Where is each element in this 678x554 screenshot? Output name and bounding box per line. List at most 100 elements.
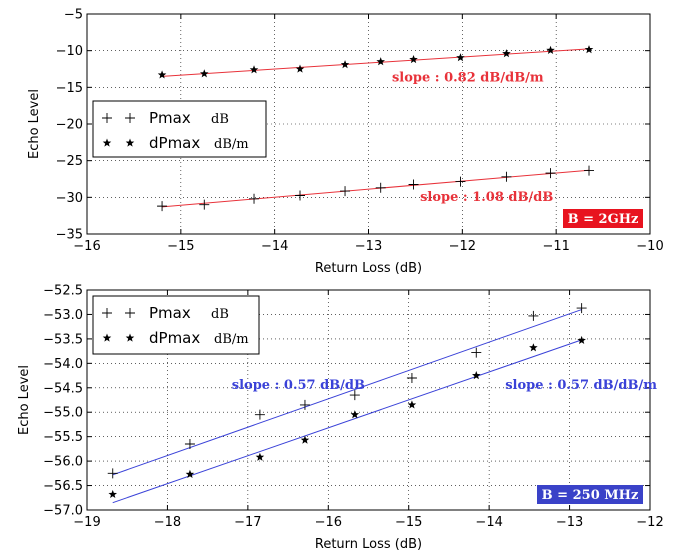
- y-tick-label: −35: [56, 228, 83, 243]
- legend-series-unit: dB: [211, 112, 229, 127]
- y-tick-label: −54.0: [43, 357, 83, 372]
- slope-annotation: slope : 0.82 dB/dB/m: [392, 70, 544, 85]
- dpmax-point: [376, 57, 385, 66]
- x-tick-label: −12: [449, 239, 476, 254]
- dpmax-point: [200, 69, 209, 78]
- legend-series-unit: dB: [211, 307, 229, 322]
- y-tick-label: −25: [56, 154, 83, 169]
- dpmax-point: [350, 410, 360, 419]
- chart-panel-2: −19 −18 −17 −16 −15 −14 −13 −12 −57.0 −56.5 −56.0 −…: [17, 284, 664, 553]
- bandwidth-badge: [563, 209, 643, 228]
- pmax-point: [254, 409, 265, 420]
- pmax-point: [157, 201, 168, 212]
- pmax-point: [295, 190, 306, 201]
- x-tick-label: −14: [475, 515, 502, 530]
- y-tick-label: −55.0: [43, 406, 83, 421]
- dpmax-point: [546, 45, 555, 54]
- bandwidth-badge: [537, 485, 643, 504]
- y-tick-label: −55.5: [43, 430, 83, 445]
- pmax-point: [545, 168, 556, 179]
- fit-line-plus: [112, 309, 582, 476]
- dpmax-point: [577, 335, 586, 344]
- legend-series-name: dPmax: [149, 134, 200, 152]
- pmax-point: [408, 179, 419, 190]
- legend-box: [92, 295, 260, 355]
- y-axis-label: Echo Level: [27, 89, 42, 159]
- y-tick-label: −54.5: [43, 381, 83, 396]
- dpmax-point: [584, 45, 594, 54]
- y-tick-label: −52.5: [43, 284, 83, 299]
- legend-box: [92, 100, 267, 158]
- legend-star-marker: [102, 138, 112, 147]
- dpmax-point: [255, 452, 265, 461]
- legend-star-marker: [125, 333, 135, 342]
- dpmax-point: [157, 70, 167, 79]
- y-tick-label: −5: [64, 8, 83, 23]
- legend-plus-marker: [102, 308, 112, 318]
- x-tick-label: −10: [636, 239, 663, 254]
- bandwidth-badge-label: B = 250 MHz: [542, 488, 639, 503]
- legend-plus-marker: [102, 113, 112, 123]
- dpmax-point: [502, 49, 511, 58]
- fit-line-star: [162, 48, 590, 77]
- slope-annotation: slope : 0.57 dB/dB: [232, 378, 365, 393]
- legend-series-name: dPmax: [149, 329, 200, 347]
- x-tick-label: −13: [355, 239, 382, 254]
- legend-plus-marker: [125, 308, 135, 318]
- dpmax-point: [456, 53, 465, 62]
- pmax-point: [584, 165, 595, 176]
- pmax-point: [184, 439, 195, 449]
- dpmax-point: [185, 469, 195, 478]
- pmax-point: [299, 399, 310, 410]
- pmax-point: [199, 199, 210, 210]
- x-tick-label: −17: [234, 515, 261, 530]
- dpmax-point: [300, 435, 310, 444]
- slope-annotation: slope : 1.08 dB/dB: [420, 190, 553, 205]
- legend-series-unit: dB/m: [214, 332, 249, 347]
- pmax-point: [471, 347, 482, 358]
- dpmax-point: [249, 65, 259, 74]
- pmax-point: [375, 182, 386, 193]
- x-tick-label: −15: [167, 239, 194, 254]
- x-tick-label: −12: [636, 515, 663, 530]
- pmax-point: [576, 303, 587, 314]
- pmax-point: [340, 186, 351, 197]
- legend-plus-marker: [125, 113, 135, 123]
- y-axis-label: Echo Level: [17, 365, 32, 435]
- x-tick-label: −19: [73, 515, 100, 530]
- y-tick-label: −20: [56, 118, 83, 133]
- dpmax-point: [295, 64, 305, 73]
- pmax-point: [107, 468, 118, 479]
- pmax-point: [501, 171, 512, 182]
- dpmax-point: [108, 489, 118, 498]
- x-tick-label: −16: [73, 239, 100, 254]
- pmax-point: [455, 176, 466, 187]
- y-tick-label: −53.5: [43, 332, 83, 347]
- slope-annotation: slope : 0.57 dB/dB/m: [505, 378, 657, 393]
- x-axis-label: Return Loss (dB): [315, 261, 422, 276]
- legend-series-unit: dB/m: [214, 137, 249, 152]
- legend-star-marker: [125, 138, 135, 147]
- y-tick-label: −57.0: [43, 504, 83, 519]
- pmax-point: [528, 310, 539, 321]
- fit-line-plus: [162, 169, 590, 208]
- y-tick-label: −53.0: [43, 308, 83, 323]
- axes-frame: [86, 289, 651, 511]
- legend-star-marker: [102, 333, 112, 342]
- bandwidth-badge-label: B = 2GHz: [568, 212, 639, 227]
- dpmax-point: [340, 60, 350, 69]
- dpmax-point: [529, 343, 538, 352]
- x-tick-label: −13: [556, 515, 583, 530]
- y-tick-label: −56.5: [43, 479, 83, 494]
- dpmax-point: [407, 400, 417, 409]
- x-tick-label: −11: [542, 239, 569, 254]
- pmax-point: [406, 373, 417, 383]
- dpmax-point: [409, 54, 418, 64]
- y-tick-label: −30: [56, 191, 83, 206]
- dpmax-point: [471, 371, 481, 380]
- x-tick-label: −15: [395, 515, 422, 530]
- x-axis-label: Return Loss (dB): [315, 537, 422, 552]
- x-tick-label: −14: [261, 239, 288, 254]
- x-tick-label: −18: [154, 515, 181, 530]
